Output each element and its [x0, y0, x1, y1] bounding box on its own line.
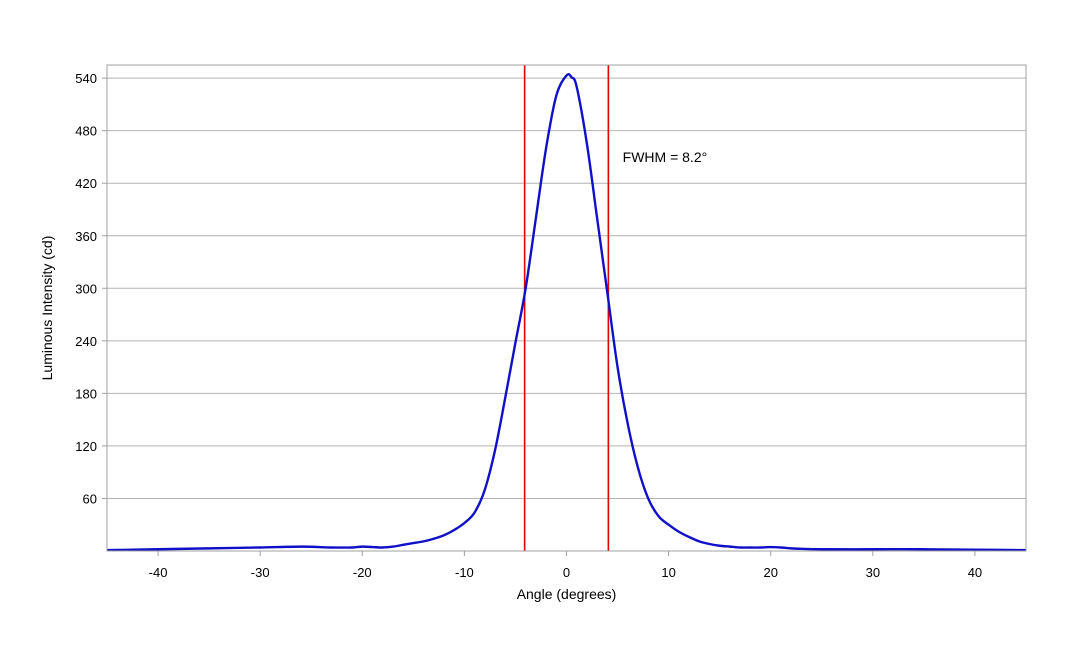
y-tick-label: 300: [75, 281, 97, 296]
x-tick-label: -40: [149, 565, 168, 580]
y-tick-label: 420: [75, 176, 97, 191]
y-tick-label: 240: [75, 334, 97, 349]
series-layer: [106, 73, 1027, 552]
x-tick-label: 30: [866, 565, 880, 580]
fwhm-annotation: FWHM = 8.2°: [623, 149, 708, 165]
x-tick-label: 10: [661, 565, 675, 580]
grid-layer: [107, 77, 1026, 499]
y-axis-ticks: 60 120 180 240 300 360 420 480 540: [75, 71, 107, 506]
x-tick-label: -30: [251, 565, 270, 580]
y-tick-label: 180: [75, 386, 97, 401]
x-tick-label: -20: [353, 565, 372, 580]
y-tick-label: 540: [75, 71, 97, 86]
plot-frame: [106, 64, 1027, 552]
x-tick-label: 40: [968, 565, 982, 580]
x-tick-label: 20: [763, 565, 777, 580]
x-axis-ticks: -40 -30 -20 -10 0 10 20 30 40: [149, 551, 982, 580]
x-tick-label: 0: [563, 565, 570, 580]
y-tick-label: 60: [83, 491, 97, 506]
intensity-curve: [106, 73, 1027, 552]
x-tick-label: -10: [455, 565, 474, 580]
x-axis-title: Angle (degrees): [517, 586, 617, 602]
reference-lines: [523, 65, 610, 551]
y-tick-label: 480: [75, 124, 97, 139]
y-tick-label: 120: [75, 439, 97, 454]
y-tick-label: 360: [75, 229, 97, 244]
y-axis-title: Luminous Intensity (cd): [39, 236, 55, 381]
